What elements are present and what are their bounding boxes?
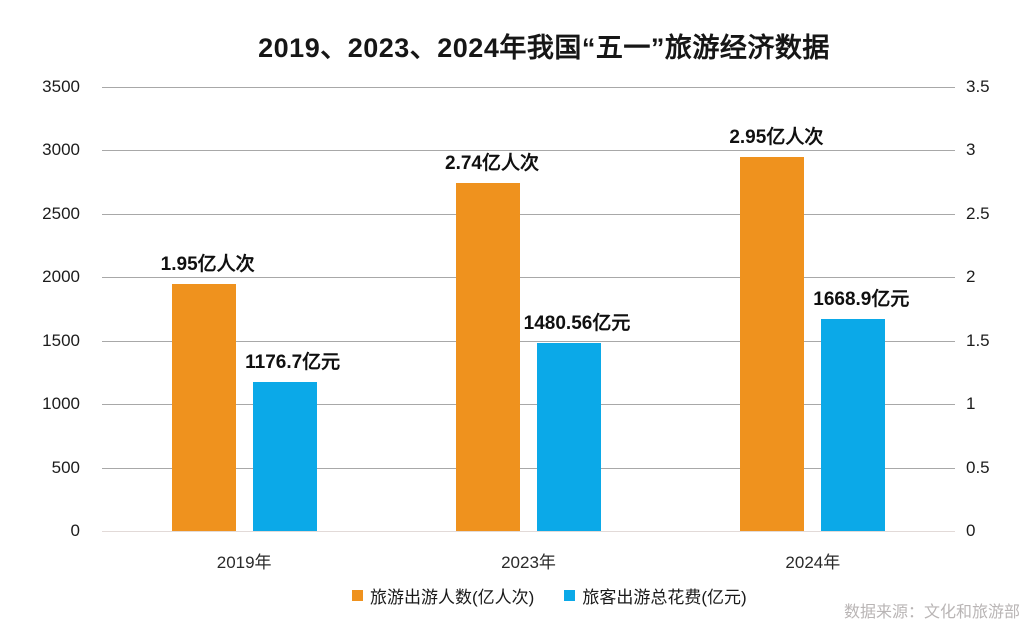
- y-axis-right-tick-label: 1: [966, 394, 976, 414]
- data-source-note: 数据来源：文化和旅游部: [843, 604, 1020, 621]
- legend-marker-spending-icon: [564, 590, 576, 601]
- y-axis-right-tick-label: 0: [966, 521, 976, 540]
- y-axis-right-tick-label: 3: [966, 140, 976, 160]
- legend-label-trips: 旅游出游人数(亿人次): [370, 588, 535, 607]
- bar-label-spending: 1176.7亿元: [245, 351, 341, 373]
- bar-label-spending: 1480.56亿元: [523, 313, 631, 335]
- gridline: [102, 531, 955, 532]
- gridline: [102, 213, 955, 215]
- bar-label-trips: 2.95亿人次: [729, 126, 824, 148]
- y-axis-left-tick-label: 2500: [42, 203, 80, 223]
- legend-item-spending: 旅客出游总花费(亿元): [564, 583, 747, 608]
- y-axis-right-tick-label: 2: [966, 267, 976, 287]
- y-axis-left-tick-label: 1000: [42, 394, 80, 414]
- bar-spending: [821, 319, 886, 531]
- gridline: [102, 150, 955, 152]
- y-axis-left-tick-label: 3000: [42, 140, 80, 160]
- bar-label-trips: 1.95亿人次: [160, 253, 255, 275]
- y-axis-left-tick-label: 3500: [42, 77, 80, 96]
- legend-marker-trips-icon: [352, 590, 363, 601]
- y-axis-right-tick-label: 0.5: [966, 457, 990, 477]
- gridline: [102, 277, 955, 279]
- gridline: [102, 467, 955, 469]
- legend-label-spending: 旅客出游总花费(亿元): [582, 588, 747, 607]
- bar-label-spending: 1668.9亿元: [813, 289, 910, 311]
- bar-trips: [740, 156, 805, 531]
- legend: 旅游出游人数(亿人次) 旅客出游总花费(亿元): [352, 583, 747, 608]
- bar-label-trips: 2.74亿人次: [445, 153, 539, 175]
- legend-item-trips: 旅游出游人数(亿人次): [352, 583, 534, 608]
- y-axis-right-tick-label: 3.5: [966, 77, 990, 96]
- y-axis-left-tick-label: 0: [70, 521, 80, 540]
- y-axis-left-tick-label: 1500: [42, 330, 80, 350]
- bar-trips: [456, 183, 520, 531]
- y-axis-right-tick-label: 2.5: [966, 203, 990, 223]
- gridline: [102, 340, 955, 342]
- x-axis-category-label: 2019年: [216, 553, 272, 572]
- y-axis-left-tick-label: 500: [51, 457, 80, 477]
- x-axis-category-label: 2023年: [501, 553, 556, 572]
- bar-spending: [252, 381, 317, 531]
- bar-trips: [171, 283, 236, 531]
- gridline: [102, 87, 955, 88]
- x-axis-category-label: 2024年: [785, 553, 841, 572]
- bar-spending: [537, 343, 601, 531]
- y-axis-left-tick-label: 2000: [42, 267, 80, 287]
- chart-title: 2019、2023、2024年我国“五一”旅游经济数据: [258, 33, 830, 63]
- y-axis-right-tick-label: 1.5: [966, 330, 990, 350]
- gridline: [102, 404, 955, 406]
